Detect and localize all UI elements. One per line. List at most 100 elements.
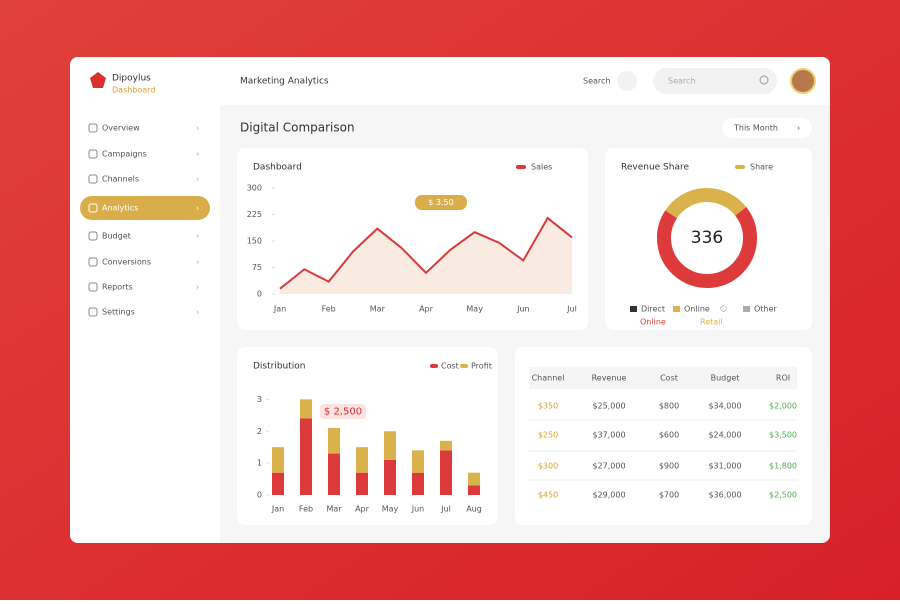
x-tick-label: Apr	[419, 305, 434, 314]
legend-swatch	[673, 306, 680, 312]
brand-sub: Dashboard	[112, 86, 155, 95]
cell: $2,500	[769, 491, 797, 500]
card-title: Dashboard	[253, 163, 302, 173]
cell: $24,000	[708, 431, 741, 440]
search-icon	[759, 75, 769, 85]
cell: $3,500	[769, 431, 797, 440]
y-tick-label: 2	[257, 427, 262, 436]
legend-label: Cost	[441, 362, 459, 371]
column-header: Revenue	[592, 374, 627, 383]
page-title: Marketing Analytics	[240, 77, 329, 87]
column-header: ROI	[776, 374, 790, 383]
bar	[300, 418, 312, 495]
cell: $2,000	[769, 402, 797, 411]
nav-item[interactable]: Reports	[102, 283, 133, 292]
area	[280, 218, 572, 294]
legend-swatch	[735, 165, 745, 169]
bar	[412, 450, 424, 473]
nav-caret: ›	[196, 308, 199, 317]
x-tick-label: Jan	[273, 305, 286, 314]
nav-item[interactable]: Conversions	[102, 258, 151, 267]
dropdown[interactable]	[722, 118, 812, 138]
column-header: Cost	[660, 374, 678, 383]
cell: $800	[659, 402, 679, 411]
cell: $300	[538, 462, 558, 471]
annotation: $ 3.50	[428, 198, 453, 207]
column-header: Channel	[532, 374, 565, 383]
nav-icon	[88, 231, 98, 241]
search-box[interactable]	[653, 68, 777, 94]
x-tick-label: Jan	[271, 505, 284, 514]
cell: $25,000	[592, 402, 625, 411]
nav-item[interactable]: Settings	[102, 308, 135, 317]
annotation-pill	[415, 195, 467, 210]
cell: $600	[659, 431, 679, 440]
y-tick-label: 0	[257, 290, 262, 299]
card-title: Distribution	[253, 362, 306, 372]
nav-item[interactable]: Channels	[102, 175, 139, 184]
bar	[356, 447, 368, 473]
x-tick-label: Jul	[566, 305, 577, 314]
bar	[356, 472, 368, 495]
x-tick-label: Jun	[516, 305, 530, 314]
nav-item[interactable]: Overview	[102, 124, 140, 133]
nav-item[interactable]: Analytics	[102, 204, 138, 213]
legend-swatch	[430, 364, 438, 368]
nav-icon	[88, 257, 98, 267]
segment-name: Retail	[700, 318, 723, 327]
nav-icon	[88, 203, 98, 213]
avatar[interactable]	[790, 68, 816, 94]
bar	[328, 428, 340, 454]
legend-label: Sales	[531, 163, 552, 172]
bar	[300, 399, 312, 419]
nav-caret: ›	[196, 124, 199, 133]
dropdown-caret: ›	[797, 124, 800, 133]
cell: $29,000	[592, 491, 625, 500]
brand: Dipoylus	[112, 74, 151, 84]
bar	[468, 472, 480, 486]
column-header: Budget	[711, 374, 740, 383]
nav-icon	[88, 123, 98, 133]
line	[279, 216, 573, 290]
cell: $350	[538, 402, 558, 411]
nav-caret: ›	[196, 258, 199, 267]
bar	[328, 453, 340, 495]
nav-caret: ›	[196, 150, 199, 159]
card	[605, 148, 812, 330]
x-tick-label: Apr	[355, 505, 370, 514]
nav-caret: ›	[196, 232, 199, 241]
segment-name: Online	[640, 318, 666, 327]
bar	[272, 447, 284, 473]
legend-swatch	[630, 306, 637, 312]
cell: $34,000	[708, 402, 741, 411]
search-label[interactable]: Search	[583, 77, 610, 86]
nav-item[interactable]: Budget	[102, 232, 131, 241]
cell: $27,000	[592, 462, 625, 471]
table-header	[529, 367, 797, 389]
y-tick-label: 225	[247, 210, 262, 219]
annotation: $ 2,500	[324, 407, 362, 418]
nav-icon	[88, 174, 98, 184]
bar	[412, 472, 424, 495]
nav-active	[80, 196, 210, 220]
y-tick-label: 150	[247, 237, 262, 246]
legend-label: Profit	[471, 362, 492, 371]
x-tick-label: Aug	[466, 505, 482, 514]
y-tick-label: 3	[257, 395, 262, 404]
nav-item[interactable]: Campaigns	[102, 150, 147, 159]
x-tick-label: May	[466, 305, 483, 314]
bar	[384, 431, 396, 460]
bar	[272, 472, 284, 495]
legend-label: Direct	[641, 305, 665, 314]
legend-swatch	[743, 306, 750, 312]
legend-label: Share	[750, 163, 773, 172]
cell: $700	[659, 491, 679, 500]
nav-caret: ›	[196, 175, 199, 184]
nav-icon	[88, 307, 98, 317]
cell: $900	[659, 462, 679, 471]
x-tick-label: Jul	[440, 505, 451, 514]
legend-more: ○	[720, 304, 727, 313]
y-tick-label: 1	[257, 459, 262, 468]
icon-button[interactable]	[617, 71, 637, 91]
